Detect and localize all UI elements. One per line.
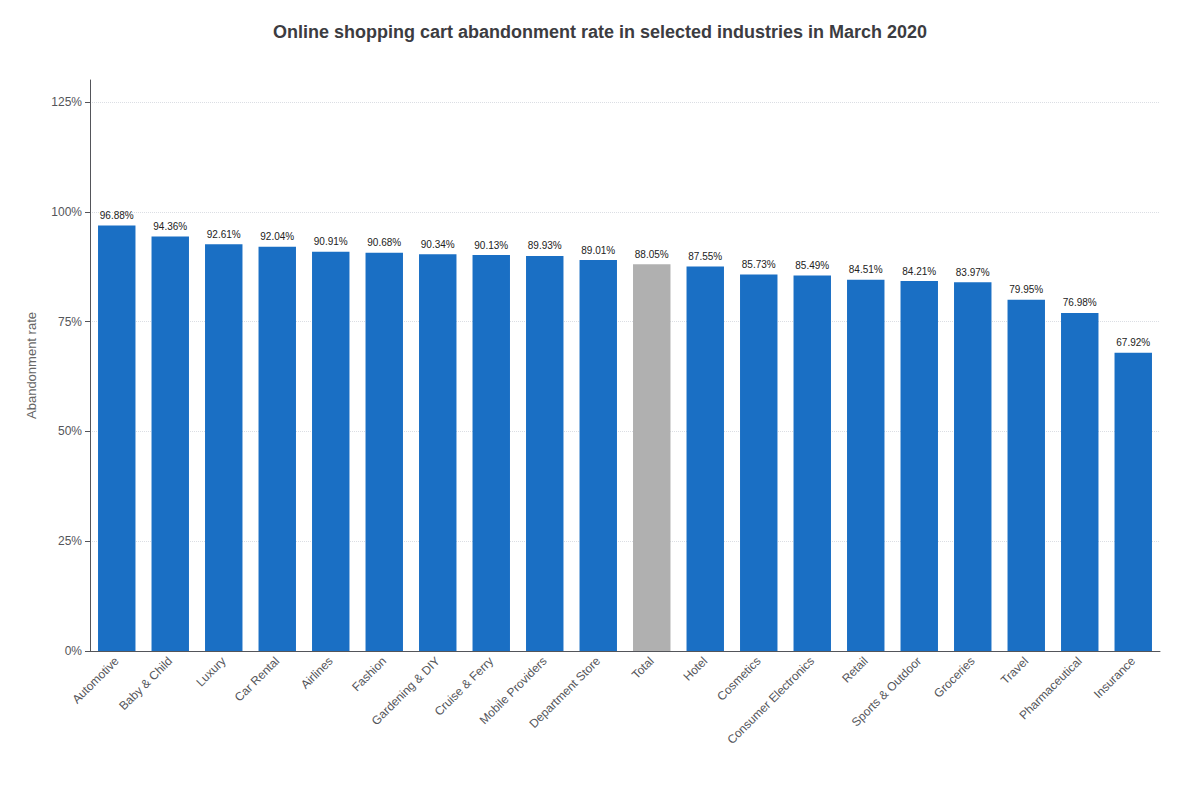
svg-text:Retail: Retail	[839, 654, 871, 686]
svg-text:Gardening & DIY: Gardening & DIY	[369, 654, 443, 728]
svg-text:67.92%: 67.92%	[1116, 337, 1150, 348]
svg-text:76.98%: 76.98%	[1063, 297, 1097, 308]
svg-text:Groceries: Groceries	[931, 654, 978, 701]
svg-text:83.97%: 83.97%	[956, 267, 990, 278]
svg-text:Airlines: Airlines	[298, 654, 336, 692]
svg-text:Travel: Travel	[998, 654, 1031, 687]
svg-text:0%: 0%	[65, 644, 83, 658]
svg-text:96.88%: 96.88%	[100, 210, 134, 221]
svg-text:Sports & Outdoor: Sports & Outdoor	[849, 654, 924, 729]
svg-text:87.55%: 87.55%	[688, 251, 722, 262]
svg-text:75%: 75%	[58, 315, 82, 329]
svg-text:Pharmaceutical: Pharmaceutical	[1016, 654, 1084, 722]
svg-text:125%: 125%	[51, 95, 82, 109]
svg-text:84.51%: 84.51%	[849, 264, 883, 275]
svg-text:88.05%: 88.05%	[635, 249, 669, 260]
svg-text:Car Rental: Car Rental	[232, 654, 282, 704]
svg-text:84.21%: 84.21%	[902, 266, 936, 277]
svg-text:92.61%: 92.61%	[207, 229, 241, 240]
svg-text:85.49%: 85.49%	[795, 260, 829, 271]
svg-text:Consumer Electronics: Consumer Electronics	[724, 654, 817, 747]
svg-text:100%: 100%	[51, 205, 82, 219]
svg-text:Hotel: Hotel	[681, 654, 711, 684]
svg-text:Abandonment rate: Abandonment rate	[24, 312, 39, 419]
svg-text:90.68%: 90.68%	[367, 237, 401, 248]
svg-text:Automotive: Automotive	[69, 654, 122, 707]
svg-text:Baby & Child: Baby & Child	[116, 654, 175, 713]
svg-text:94.36%: 94.36%	[153, 221, 187, 232]
svg-text:Department Store: Department Store	[526, 654, 603, 731]
svg-text:79.95%: 79.95%	[1009, 284, 1043, 295]
svg-text:Luxury: Luxury	[193, 654, 228, 689]
svg-text:92.04%: 92.04%	[260, 231, 294, 242]
svg-text:85.73%: 85.73%	[742, 259, 776, 270]
svg-text:Total: Total	[629, 654, 657, 682]
svg-text:Online shopping cart abandonme: Online shopping cart abandonment rate in…	[273, 22, 927, 42]
svg-text:50%: 50%	[58, 424, 82, 438]
svg-text:90.91%: 90.91%	[314, 236, 348, 247]
svg-text:Insurance: Insurance	[1091, 654, 1138, 701]
svg-text:25%: 25%	[58, 534, 82, 548]
svg-text:Fashion: Fashion	[349, 654, 389, 694]
svg-text:89.01%: 89.01%	[581, 245, 615, 256]
svg-text:90.13%: 90.13%	[474, 240, 508, 251]
svg-text:89.93%: 89.93%	[528, 240, 562, 251]
svg-text:Cosmetics: Cosmetics	[714, 654, 763, 703]
svg-text:Mobile Providers: Mobile Providers	[476, 654, 550, 728]
svg-text:Cruise & Ferry: Cruise & Ferry	[431, 654, 497, 719]
svg-text:90.34%: 90.34%	[421, 239, 455, 250]
